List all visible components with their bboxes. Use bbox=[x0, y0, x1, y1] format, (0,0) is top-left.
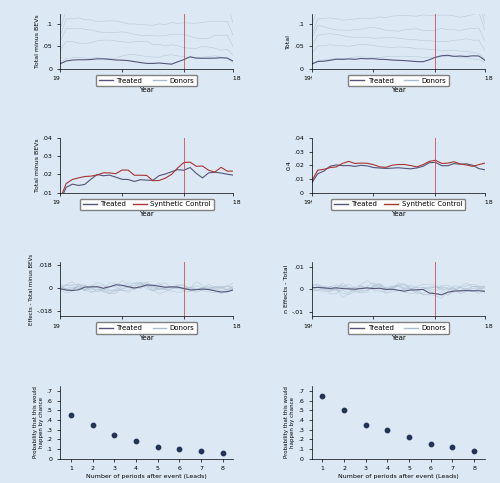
X-axis label: Number of periods after event (Leads): Number of periods after event (Leads) bbox=[338, 474, 458, 479]
X-axis label: Year: Year bbox=[140, 87, 154, 93]
Y-axis label: n Effects - Total: n Effects - Total bbox=[284, 265, 289, 313]
X-axis label: Year: Year bbox=[391, 87, 406, 93]
X-axis label: Year: Year bbox=[391, 211, 406, 217]
Point bbox=[88, 421, 96, 429]
Y-axis label: Total minus BEVs: Total minus BEVs bbox=[34, 139, 40, 192]
Point bbox=[384, 426, 392, 434]
X-axis label: Year: Year bbox=[140, 211, 154, 217]
Legend: Treated, Synthetic Control: Treated, Synthetic Control bbox=[332, 199, 465, 210]
Point bbox=[448, 443, 456, 451]
Legend: Treated, Donors: Treated, Donors bbox=[348, 75, 449, 86]
Y-axis label: Probability that this would
happen by chance: Probability that this would happen by ch… bbox=[33, 386, 43, 458]
Legend: Treated, Donors: Treated, Donors bbox=[96, 323, 198, 334]
Y-axis label: Effects - Total minus BEVs: Effects - Total minus BEVs bbox=[28, 254, 34, 325]
Point bbox=[132, 438, 140, 445]
Point bbox=[154, 443, 162, 451]
X-axis label: Number of periods after event (Leads): Number of periods after event (Leads) bbox=[86, 474, 207, 479]
Point bbox=[176, 445, 184, 453]
Point bbox=[470, 447, 478, 455]
Y-axis label: Total minus BEVs: Total minus BEVs bbox=[35, 15, 40, 69]
Point bbox=[318, 392, 326, 399]
Y-axis label: Probability that this would
happen by chance: Probability that this would happen by ch… bbox=[284, 386, 295, 458]
Point bbox=[362, 421, 370, 429]
Point bbox=[218, 449, 226, 457]
Point bbox=[427, 440, 435, 448]
Y-axis label: 0.4: 0.4 bbox=[286, 160, 291, 170]
Point bbox=[340, 406, 348, 414]
Point bbox=[67, 412, 75, 419]
Point bbox=[197, 447, 205, 455]
Point bbox=[405, 434, 413, 441]
Y-axis label: Total: Total bbox=[286, 34, 292, 49]
Legend: Treated, Donors: Treated, Donors bbox=[348, 323, 449, 334]
Legend: Treated, Synthetic Control: Treated, Synthetic Control bbox=[80, 199, 214, 210]
X-axis label: Year: Year bbox=[140, 335, 154, 341]
Legend: Treated, Donors: Treated, Donors bbox=[96, 75, 198, 86]
X-axis label: Year: Year bbox=[391, 335, 406, 341]
Point bbox=[110, 431, 118, 439]
